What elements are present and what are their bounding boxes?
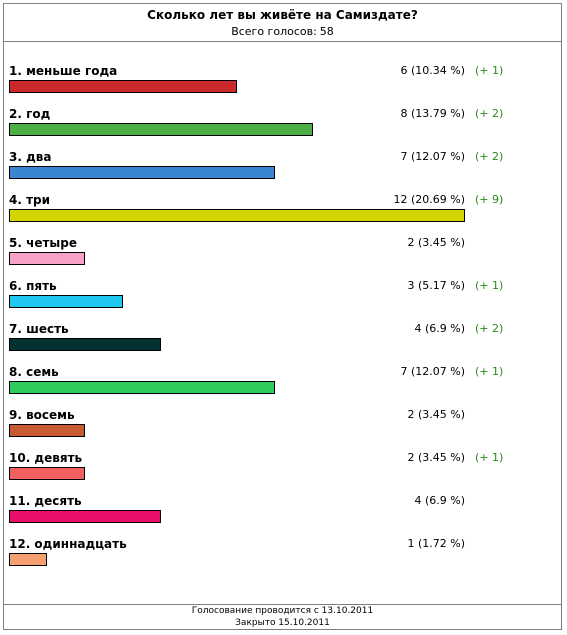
option-label: 6. пять	[9, 279, 57, 293]
option-bar	[9, 80, 237, 93]
option-bar	[9, 338, 161, 351]
option-bar	[9, 510, 161, 523]
option-label: 5. четыре	[9, 236, 77, 250]
poll-header: Сколько лет вы живёте на Самиздате? Всег…	[4, 4, 561, 42]
option-value-label: 4 (6.9 %)	[414, 322, 465, 335]
option-delta: (+ 1)	[475, 64, 504, 77]
option-bar	[9, 467, 85, 480]
option-value-label: 12 (20.69 %)	[393, 193, 465, 206]
option-delta: (+ 2)	[475, 322, 504, 335]
poll-option-row: 8. семь 7 (12.07 %) (+ 1)	[4, 339, 561, 394]
option-label: 12. одиннадцать	[9, 537, 127, 551]
poll-option-row: 3. два 7 (12.07 %) (+ 2)	[4, 124, 561, 179]
poll-option-row: 5. четыре 2 (3.45 %)	[4, 210, 561, 265]
option-value-label: 1 (1.72 %)	[407, 537, 465, 550]
option-bar	[9, 424, 85, 437]
option-bar	[9, 123, 313, 136]
option-value-label: 2 (3.45 %)	[407, 451, 465, 464]
option-value-label: 2 (3.45 %)	[407, 408, 465, 421]
poll-option-row: 9. восемь 2 (3.45 %)	[4, 382, 561, 437]
poll-option-row: 6. пять 3 (5.17 %) (+ 1)	[4, 253, 561, 308]
total-votes-value: 58	[319, 25, 334, 38]
option-delta: (+ 2)	[475, 150, 504, 163]
poll-option-row: 2. год 8 (13.79 %) (+ 2)	[4, 81, 561, 136]
option-delta: (+ 1)	[475, 279, 504, 292]
poll-option-row: 10. девять 2 (3.45 %) (+ 1)	[4, 425, 561, 480]
option-label: 2. год	[9, 107, 51, 121]
option-delta: (+ 2)	[475, 107, 504, 120]
option-label: 10. девять	[9, 451, 83, 465]
poll-option-row: 1. меньше года 6 (10.34 %) (+ 1)	[4, 38, 561, 93]
poll-option-row: 7. шесть 4 (6.9 %) (+ 2)	[4, 296, 561, 351]
poll-options: 1. меньше года 6 (10.34 %) (+ 1) 2. год 8 (1…	[4, 42, 561, 604]
option-label: 1. меньше года	[9, 64, 118, 78]
poll-title: Сколько лет вы живёте на Самиздате?	[147, 8, 418, 22]
option-bar	[9, 166, 275, 179]
total-votes: Всего голосов: 58	[4, 25, 561, 38]
poll-footer: Голосование проводится с 13.10.2011 Закр…	[4, 604, 561, 631]
option-value-label: 2 (3.45 %)	[407, 236, 465, 249]
option-value-label: 4 (6.9 %)	[414, 494, 465, 507]
option-value-label: 7 (12.07 %)	[400, 150, 465, 163]
option-label: 4. три	[9, 193, 51, 207]
total-votes-label: Всего голосов:	[231, 25, 317, 38]
poll-option-row: 12. одиннадцать 1 (1.72 %)	[4, 511, 561, 566]
option-bar	[9, 209, 465, 222]
option-bar	[9, 295, 123, 308]
poll-results-panel: Сколько лет вы живёте на Самиздате? Всег…	[3, 3, 562, 630]
option-label: 11. десять	[9, 494, 82, 508]
poll-closed-date: Закрыто 15.10.2011	[235, 618, 330, 628]
poll-option-row: 4. три 12 (20.69 %) (+ 9)	[4, 167, 561, 222]
option-bar	[9, 252, 85, 265]
option-delta: (+ 9)	[475, 193, 504, 206]
option-label: 9. восемь	[9, 408, 75, 422]
option-label: 3. два	[9, 150, 52, 164]
option-value-label: 6 (10.34 %)	[400, 64, 465, 77]
option-value-label: 3 (5.17 %)	[407, 279, 465, 292]
option-label: 7. шесть	[9, 322, 69, 336]
poll-start-date: Голосование проводится с 13.10.2011	[191, 606, 374, 616]
option-delta: (+ 1)	[475, 451, 504, 464]
poll-option-row: 11. десять 4 (6.9 %)	[4, 468, 561, 523]
option-value-label: 7 (12.07 %)	[400, 365, 465, 378]
option-bar	[9, 381, 275, 394]
option-delta: (+ 1)	[475, 365, 504, 378]
option-label: 8. семь	[9, 365, 59, 379]
option-bar	[9, 553, 47, 566]
option-value-label: 8 (13.79 %)	[400, 107, 465, 120]
